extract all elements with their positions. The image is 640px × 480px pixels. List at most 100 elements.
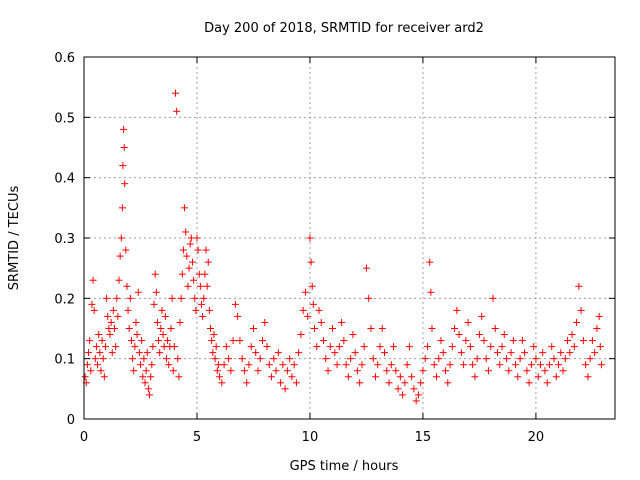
data-point (568, 331, 576, 339)
data-point (186, 240, 194, 248)
data-point (211, 355, 219, 363)
data-point (362, 264, 370, 272)
data-point (317, 318, 325, 326)
data-point (360, 343, 368, 351)
data-point (432, 373, 440, 381)
data-point (573, 318, 581, 326)
data-point (597, 361, 605, 369)
data-point (182, 228, 190, 236)
data-point (112, 343, 120, 351)
x-axis-label: GPS time / hours (290, 459, 399, 474)
data-point (118, 204, 126, 212)
data-point (261, 318, 269, 326)
data-point (178, 270, 186, 278)
data-point (426, 258, 434, 266)
data-point (283, 367, 291, 375)
data-point (156, 349, 164, 357)
data-point (256, 355, 264, 363)
data-point (500, 331, 508, 339)
data-point (514, 373, 522, 381)
data-point (457, 349, 465, 357)
data-point (124, 306, 132, 314)
data-point (120, 125, 128, 133)
y-tick-label: 0 (67, 413, 75, 428)
data-point (295, 349, 303, 357)
data-point (91, 355, 99, 363)
data-point (243, 379, 251, 387)
data-point (401, 379, 409, 387)
data-point (586, 355, 594, 363)
data-point (498, 343, 506, 351)
data-point (108, 349, 116, 357)
data-point (277, 379, 285, 387)
data-point (588, 337, 596, 345)
data-point (521, 349, 529, 357)
data-point (448, 343, 456, 351)
data-point (101, 343, 109, 351)
data-point (301, 288, 309, 296)
data-point (222, 343, 230, 351)
data-point (136, 361, 144, 369)
data-point (202, 246, 210, 254)
data-point (489, 294, 497, 302)
data-point (356, 379, 364, 387)
data-point (473, 355, 481, 363)
data-point (175, 373, 183, 381)
data-point (176, 318, 184, 326)
data-point (575, 282, 583, 290)
data-point (83, 361, 91, 369)
data-point (111, 325, 119, 332)
data-point (225, 355, 233, 363)
data-point (151, 270, 159, 278)
data-point (157, 325, 165, 332)
data-point (559, 367, 567, 375)
data-point (229, 337, 237, 345)
x-tick-label: 5 (193, 430, 201, 445)
data-point (503, 355, 511, 363)
data-point (138, 337, 146, 345)
data-point (539, 349, 547, 357)
data-point (446, 361, 454, 369)
data-point (170, 343, 178, 351)
data-point (480, 337, 488, 345)
data-point (81, 373, 89, 381)
data-point (89, 276, 97, 284)
data-point (435, 355, 443, 363)
data-point (86, 337, 94, 345)
data-point (491, 325, 499, 332)
data-point (131, 343, 139, 351)
data-point (190, 276, 198, 284)
data-point (158, 306, 166, 314)
data-point (347, 355, 355, 363)
data-point (220, 361, 228, 369)
data-point (482, 355, 490, 363)
data-point (320, 337, 328, 345)
data-point (107, 318, 115, 326)
data-point (412, 397, 420, 405)
data-point (115, 276, 123, 284)
data-point (527, 361, 535, 369)
data-point (238, 355, 246, 363)
data-point (99, 355, 107, 363)
data-point (140, 355, 148, 363)
data-point (541, 367, 549, 375)
data-point (392, 367, 400, 375)
data-point (218, 379, 226, 387)
data-point (88, 300, 96, 308)
data-point (487, 343, 495, 351)
data-point (344, 373, 352, 381)
data-point (525, 379, 533, 387)
data-point (234, 312, 242, 320)
data-point (292, 379, 300, 387)
data-point (442, 367, 450, 375)
data-point (174, 355, 182, 363)
data-point (87, 367, 95, 375)
data-point (584, 373, 592, 381)
data-point (132, 318, 140, 326)
y-tick-label: 0.5 (54, 111, 75, 126)
data-point (351, 349, 359, 357)
data-point (326, 343, 334, 351)
data-point (333, 361, 341, 369)
data-point (125, 325, 133, 332)
data-point (596, 343, 604, 351)
